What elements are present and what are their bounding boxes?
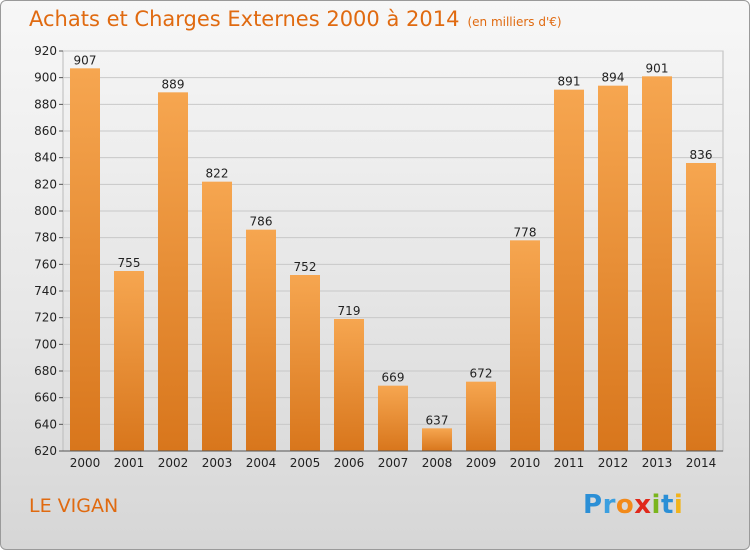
x-tick-label: 2010 [510, 456, 541, 470]
bar-2003 [202, 181, 232, 451]
x-tick-label: 2005 [290, 456, 321, 470]
y-tick-label: 880 [34, 97, 57, 111]
y-tick-label: 680 [34, 364, 57, 378]
bar-value-label: 907 [74, 53, 97, 67]
bar-2004 [246, 229, 276, 451]
bar-2008 [422, 428, 452, 451]
y-tick-label: 700 [34, 337, 57, 351]
proxiti-logo: Proxiti [583, 490, 684, 520]
bar-2013 [642, 76, 672, 451]
bar-value-label: 891 [558, 75, 581, 89]
bar-2010 [510, 240, 540, 451]
x-tick-label: 2008 [422, 456, 453, 470]
x-tick-label: 2007 [378, 456, 409, 470]
bar-2007 [378, 385, 408, 451]
y-tick-label: 620 [34, 444, 57, 458]
bar-2009 [466, 381, 496, 451]
bar-value-label: 786 [250, 215, 273, 229]
bar-value-label: 669 [382, 371, 405, 385]
bar-value-label: 822 [206, 167, 229, 181]
bar-2014 [686, 163, 716, 451]
bar-value-label: 752 [294, 260, 317, 274]
y-tick-label: 720 [34, 311, 57, 325]
chart-title: Achats et Charges Externes 2000 à 2014 (e… [29, 7, 562, 31]
x-tick-label: 2000 [70, 456, 101, 470]
x-tick-label: 2003 [202, 456, 233, 470]
x-tick-label: 2012 [598, 456, 629, 470]
bar-value-label: 836 [690, 148, 713, 162]
y-tick-label: 860 [34, 124, 57, 138]
y-tick-label: 800 [34, 204, 57, 218]
bar-2002 [158, 92, 188, 451]
town-name: LE VIGAN [29, 495, 119, 517]
bar-2001 [114, 271, 144, 451]
bar-2012 [598, 85, 628, 452]
y-tick-label: 920 [34, 44, 57, 58]
x-tick-label: 2004 [246, 456, 277, 470]
y-tick-label: 900 [34, 71, 57, 85]
y-axis: 620 640 660 680 700 720 740 760 780 800 820 840 860 8… [34, 44, 63, 458]
y-tick-label: 760 [34, 257, 57, 271]
x-tick-label: 2001 [114, 456, 145, 470]
chart-subtitle: (en milliers d'€) [467, 15, 562, 29]
bar-2005 [290, 275, 320, 451]
y-tick-label: 740 [34, 284, 57, 298]
x-axis: 2000 2001 2002 2003 2004 2005 2006 2007 2008 2009… [63, 450, 723, 470]
x-tick-label: 2013 [642, 456, 673, 470]
x-tick-label: 2011 [554, 456, 585, 470]
x-tick-label: 2006 [334, 456, 365, 470]
bar-2000 [70, 68, 100, 451]
bar-value-label: 894 [602, 71, 625, 85]
bar-value-label: 672 [470, 367, 493, 381]
y-tick-label: 780 [34, 231, 57, 245]
bar-value-label: 755 [118, 256, 141, 270]
chart-title-text: Achats et Charges Externes 2000 à 2014 [29, 7, 460, 31]
bar-value-label: 901 [646, 61, 669, 75]
x-tick-label: 2002 [158, 456, 189, 470]
y-tick-label: 840 [34, 151, 57, 165]
bar-2011 [554, 89, 584, 452]
x-tick-label: 2014 [686, 456, 717, 470]
y-tick-label: 640 [34, 417, 57, 431]
y-tick-label: 820 [34, 177, 57, 191]
bar-value-label: 889 [162, 77, 185, 91]
bar-2006 [334, 319, 364, 451]
bar-value-label: 637 [426, 413, 449, 427]
bar-series: 907 755 889 822 786 752 719 669 637 672 778 891 894 9… [70, 53, 716, 452]
bar-value-label: 778 [514, 225, 537, 239]
y-tick-label: 660 [34, 391, 57, 405]
bar-value-label: 719 [338, 304, 361, 318]
x-tick-label: 2009 [466, 456, 497, 470]
